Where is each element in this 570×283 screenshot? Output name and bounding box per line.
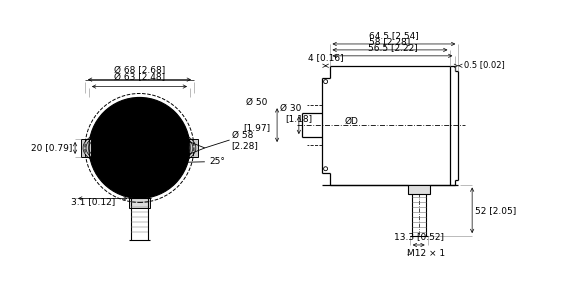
Circle shape: [96, 104, 183, 192]
Text: M12 × 1: M12 × 1: [407, 249, 445, 258]
Bar: [81, 139, 91, 157]
Text: 4 [0.16]: 4 [0.16]: [308, 53, 343, 62]
Text: ØD: ØD: [344, 117, 359, 126]
Text: 52 [2.05]: 52 [2.05]: [475, 206, 516, 215]
Text: 3.1 [0.12]: 3.1 [0.12]: [71, 197, 115, 206]
Text: 56.5 [2.22]: 56.5 [2.22]: [368, 43, 417, 52]
Text: 25°: 25°: [210, 157, 226, 166]
Text: 13.3 [0.52]: 13.3 [0.52]: [394, 232, 443, 241]
Circle shape: [116, 124, 163, 172]
Circle shape: [89, 97, 190, 198]
Text: 58 [2.28]: 58 [2.28]: [369, 37, 410, 46]
Text: Ø 30: Ø 30: [280, 104, 302, 113]
Text: 20 [0.79]: 20 [0.79]: [31, 143, 72, 153]
Circle shape: [125, 133, 154, 163]
Text: Ø 63 [2.48]: Ø 63 [2.48]: [114, 74, 165, 83]
Text: [1.97]: [1.97]: [243, 123, 270, 132]
Bar: [408, 185, 430, 194]
Text: 0.5 [0.02]: 0.5 [0.02]: [464, 60, 505, 69]
Circle shape: [132, 140, 148, 156]
Bar: [129, 198, 150, 208]
Text: Ø 50: Ø 50: [246, 98, 267, 107]
Circle shape: [105, 113, 174, 183]
Text: Ø 68 [2.68]: Ø 68 [2.68]: [114, 66, 165, 75]
Bar: [188, 139, 198, 157]
Text: 64.5 [2.54]: 64.5 [2.54]: [369, 31, 419, 40]
Circle shape: [137, 146, 141, 150]
Text: [1.18]: [1.18]: [285, 114, 312, 123]
Text: Ø 58
[2.28]: Ø 58 [2.28]: [231, 130, 258, 150]
